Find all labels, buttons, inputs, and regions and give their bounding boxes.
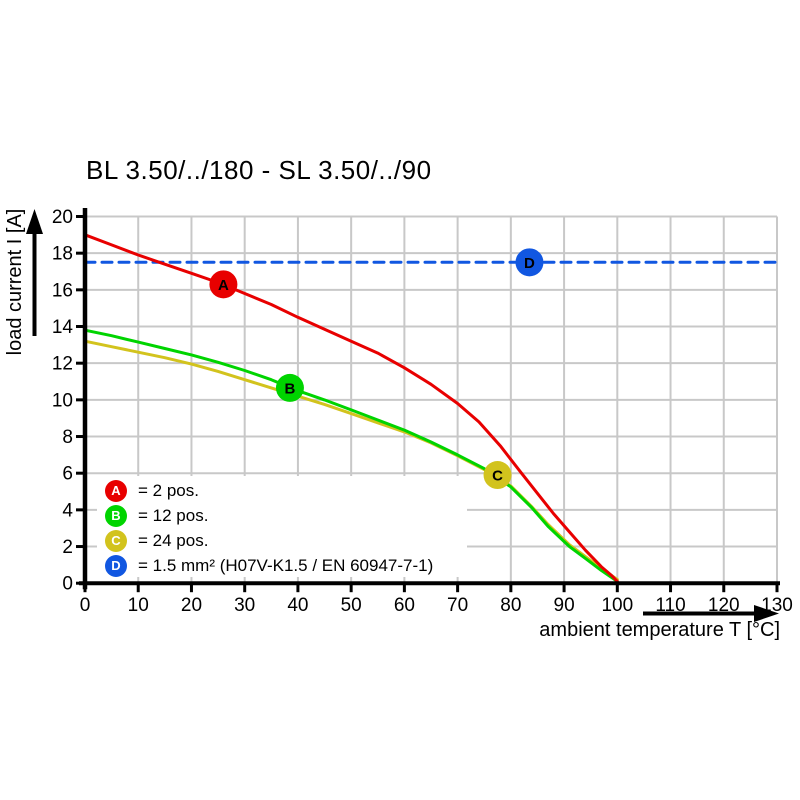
x-tick-label: 20 <box>181 595 202 616</box>
marker-D-circle <box>515 248 544 277</box>
y-tick-label: 16 <box>52 280 73 301</box>
legend-item-D: D = 1.5 mm² (H07V-K1.5 / EN 60947-7-1) <box>105 553 467 578</box>
legend-item-B: B = 12 pos. <box>105 503 467 528</box>
marker-B-letter: B <box>285 380 296 397</box>
legend-label-D: = 1.5 mm² (H07V-K1.5 / EN 60947-7-1) <box>138 555 434 575</box>
y-tick-label: 0 <box>62 574 73 595</box>
x-tick-label: 80 <box>500 595 521 616</box>
legend-label-A: = 2 pos. <box>138 480 199 500</box>
legend-marker-D-icon: D <box>105 554 127 577</box>
y-tick-label: 14 <box>52 317 74 338</box>
legend-item-C: C = 24 pos. <box>105 528 467 553</box>
x-axis-arrow-head <box>754 605 779 622</box>
x-tick-label: 90 <box>554 595 575 616</box>
legend-label-B: = 12 pos. <box>138 505 209 525</box>
x-tick-label: 0 <box>80 595 91 616</box>
marker-A-letter: A <box>218 277 229 294</box>
y-tick-label: 12 <box>52 354 73 375</box>
chart-title: BL 3.50/../180 - SL 3.50/../90 <box>86 155 432 185</box>
y-tick-label: 6 <box>62 464 73 485</box>
y-tick-label: 10 <box>52 390 73 411</box>
marker-B-circle <box>275 373 304 402</box>
legend-marker-A-icon: A <box>105 479 127 502</box>
y-tick-label: 18 <box>52 244 73 265</box>
y-tick-label: 2 <box>62 537 73 558</box>
x-tick-label: 60 <box>394 595 415 616</box>
x-tick-label: 110 <box>655 595 685 616</box>
legend: A = 2 pos. B = 12 pos. C = 24 pos. D = 1.5 mm² … <box>97 476 467 577</box>
curve-B <box>83 328 619 583</box>
y-tick-label: 8 <box>62 427 73 448</box>
x-axis-title: ambient temperature T [°C] <box>539 619 780 641</box>
marker-C-letter: C <box>492 468 503 485</box>
marker-A-circle <box>209 270 238 299</box>
legend-label-C: = 24 pos. <box>138 530 209 550</box>
curve-A <box>83 233 619 583</box>
x-tick-label: 40 <box>287 595 308 616</box>
x-tick-label: 10 <box>128 595 149 616</box>
x-tick-label: 30 <box>234 595 255 616</box>
x-tick-label: 120 <box>708 595 740 616</box>
marker-D-letter: D <box>524 255 535 272</box>
x-tick-label: 70 <box>447 595 468 616</box>
y-axis-arrow-head <box>26 209 43 234</box>
y-tick-label: 20 <box>52 207 73 228</box>
y-tick-label: 4 <box>62 500 73 521</box>
x-tick-label: 100 <box>601 595 633 616</box>
legend-marker-B-icon: B <box>105 504 127 527</box>
x-tick-label: 50 <box>341 595 362 616</box>
legend-item-A: A = 2 pos. <box>105 478 467 503</box>
legend-marker-C-icon: C <box>105 529 127 552</box>
marker-C-circle <box>483 461 512 490</box>
